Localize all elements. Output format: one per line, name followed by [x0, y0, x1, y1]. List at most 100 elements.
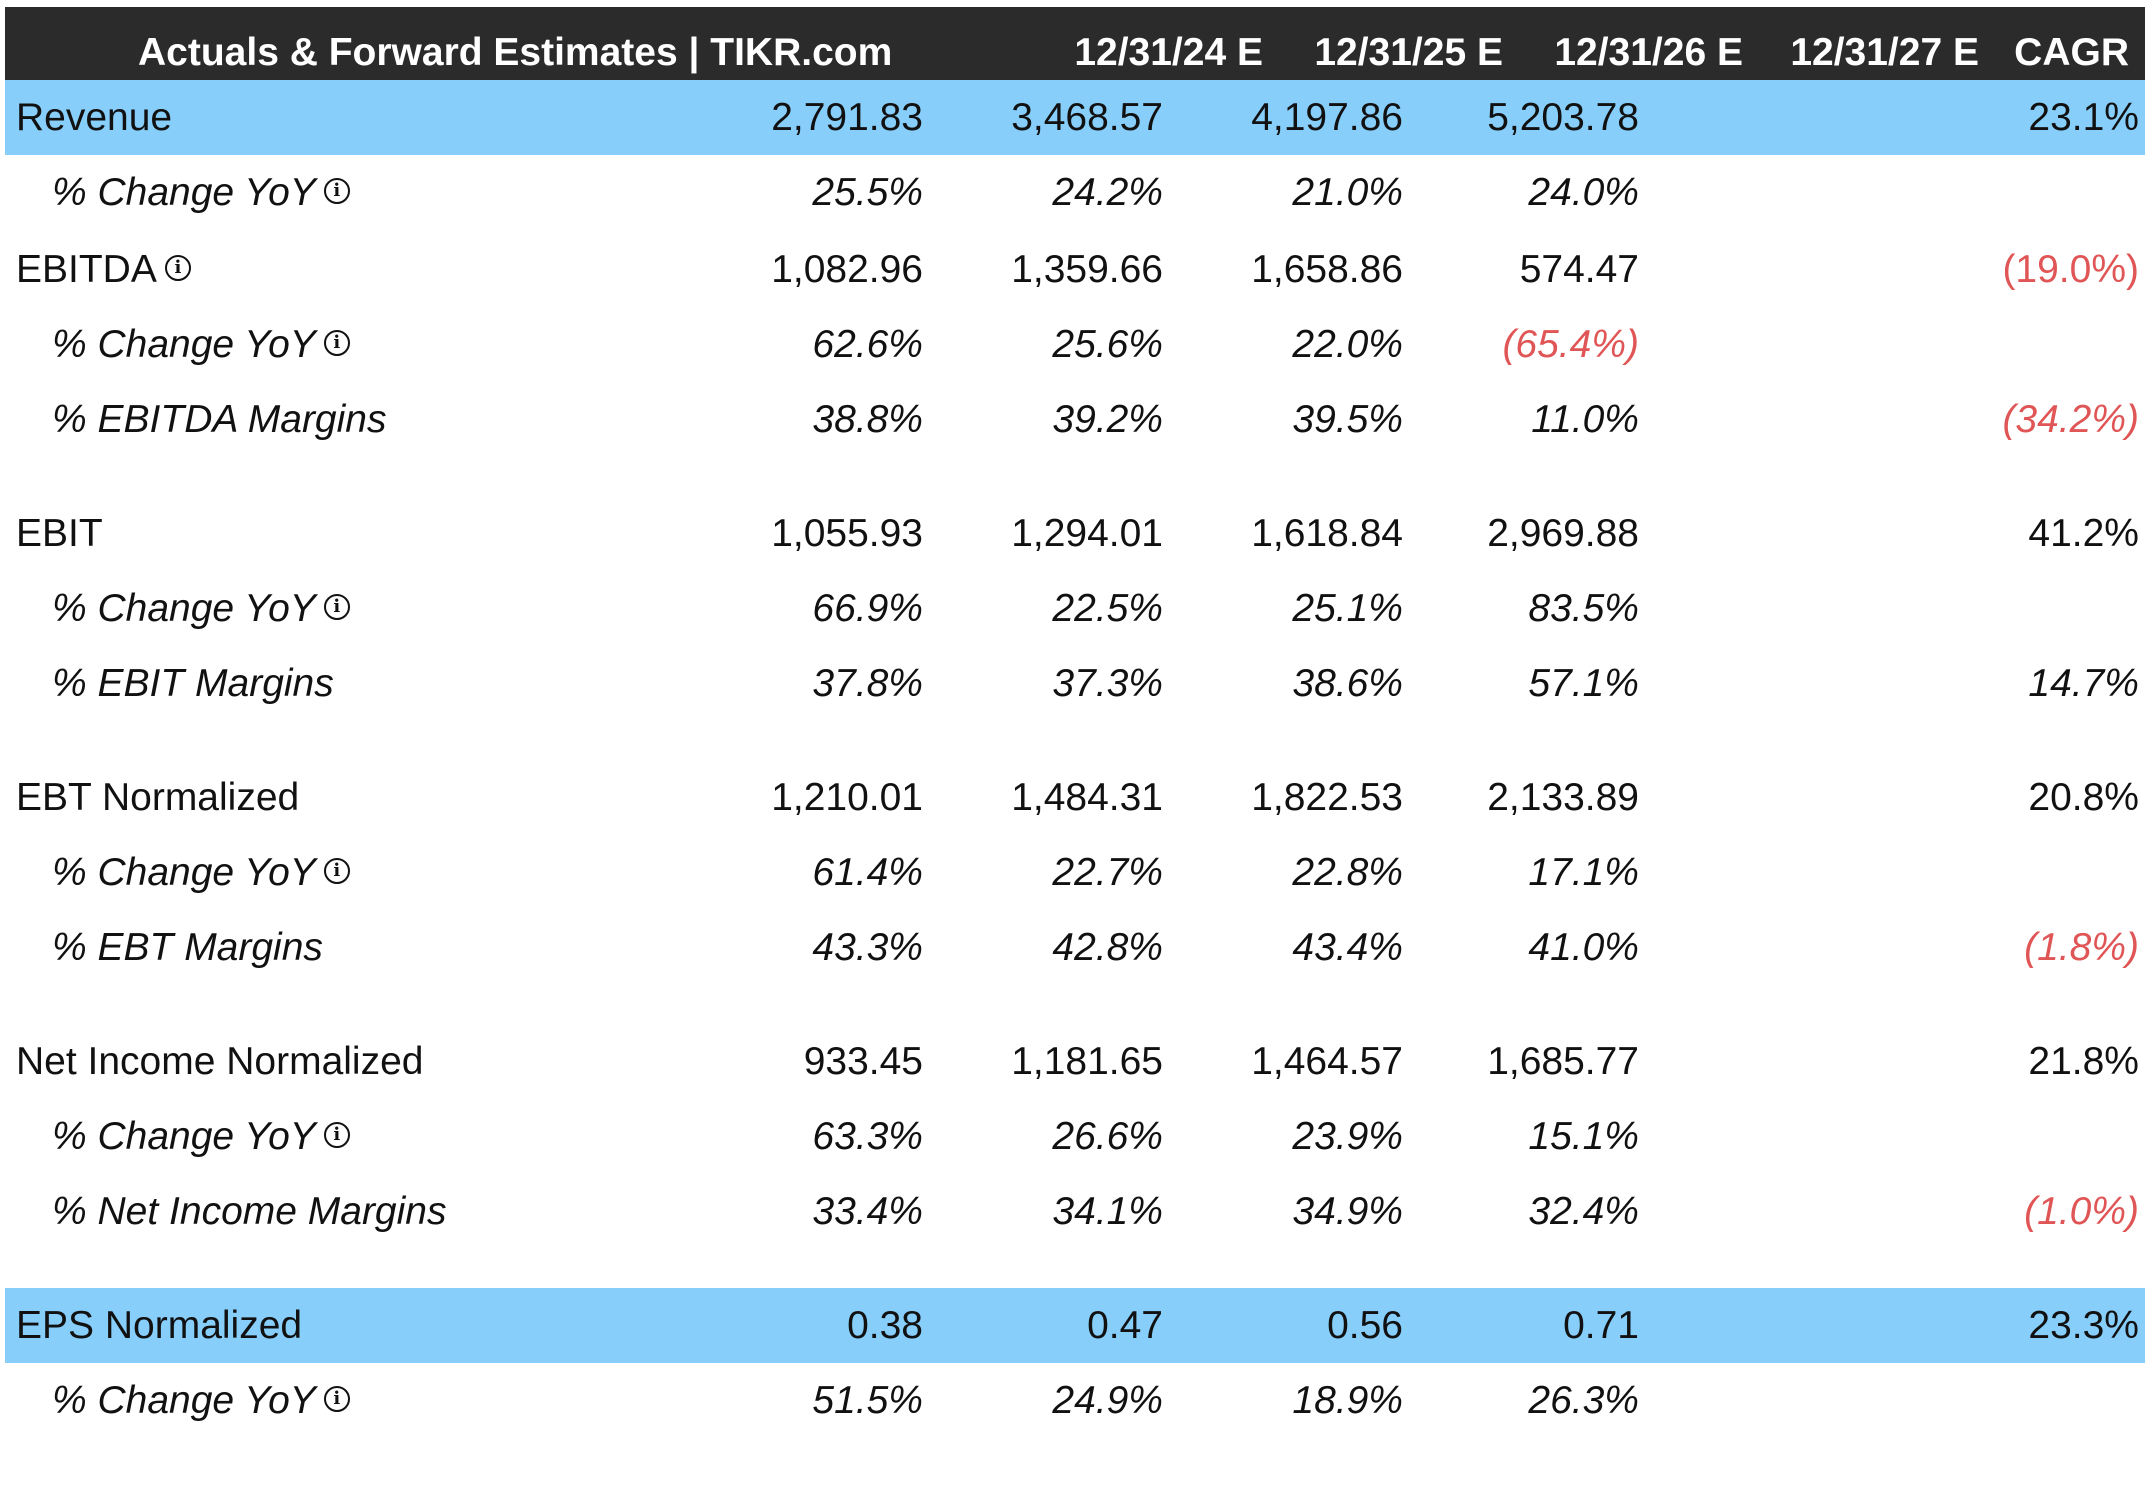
table-row[interactable]: % Net Income Margins 33.4% 34.1% 34.9% 32.4%… [5, 1174, 2145, 1249]
row-label: % Change YoY i [52, 1379, 350, 1423]
value-cell: 37.3% [1052, 661, 1163, 705]
value-cell: 11.0% [1531, 397, 1639, 441]
value-cell: 574.47 [1519, 247, 1639, 291]
table-title: Actuals & Forward Estimates | TIKR.com [138, 31, 893, 74]
info-circle-icon[interactable]: i [164, 255, 191, 282]
value-cell: 24.0% [1528, 170, 1639, 214]
cagr-cell: (19.0%) [2002, 247, 2139, 291]
value-cell: 23.9% [1292, 1114, 1403, 1158]
row-label: EBITDA i [16, 248, 191, 292]
column-header-2026[interactable]: 12/31/26 E [1554, 31, 1743, 74]
column-header-cagr[interactable]: CAGR [2014, 31, 2129, 74]
value-cell: 2,791.83 [771, 95, 923, 139]
row-label: Revenue [16, 96, 172, 140]
column-header-2024[interactable]: 12/31/24 E [1074, 31, 1263, 74]
row-label: % Net Income Margins [52, 1190, 446, 1234]
row-label: % Change YoY i [52, 587, 350, 631]
row-label-text: % Change YoY [52, 586, 316, 630]
value-cell: 18.9% [1292, 1378, 1403, 1422]
value-cell: 1,464.57 [1251, 1039, 1403, 1083]
info-circle-icon[interactable]: i [323, 594, 350, 621]
value-cell: 39.5% [1292, 397, 1403, 441]
value-cell: 22.5% [1052, 586, 1163, 630]
info-circle-icon[interactable]: i [323, 1386, 350, 1413]
cagr-cell: 21.8% [2028, 1039, 2139, 1083]
row-label-text: EBITDA [16, 247, 157, 291]
value-cell: 38.6% [1292, 661, 1403, 705]
column-header-2025[interactable]: 12/31/25 E [1314, 31, 1503, 74]
value-cell: 34.1% [1052, 1189, 1163, 1233]
table-row[interactable]: EPS Normalized 0.38 0.47 0.56 0.71 23.3% [5, 1288, 2145, 1363]
table-row[interactable]: Net Income Normalized 933.45 1,181.65 1,464… [5, 1024, 2145, 1099]
value-cell: 0.71 [1563, 1303, 1639, 1347]
value-cell: 26.6% [1052, 1114, 1163, 1158]
value-cell: 24.9% [1052, 1378, 1163, 1422]
table-row[interactable]: % EBITDA Margins 38.8% 39.2% 39.5% 11.0% (34.… [5, 382, 2145, 457]
row-label-text: EBT Normalized [16, 775, 300, 819]
info-circle-icon[interactable]: i [323, 1122, 350, 1149]
table-row[interactable]: EBT Normalized 1,210.01 1,484.31 1,822.53 2,… [5, 760, 2145, 835]
value-cell: 17.1% [1528, 850, 1639, 894]
info-circle-icon[interactable]: i [323, 178, 350, 205]
value-cell: 32.4% [1528, 1189, 1639, 1233]
row-label: % EBITDA Margins [52, 398, 386, 442]
column-header-2027[interactable]: 12/31/27 E [1790, 31, 1979, 74]
value-cell: 38.8% [812, 397, 923, 441]
value-cell: 34.9% [1292, 1189, 1403, 1233]
value-cell: 83.5% [1528, 586, 1639, 630]
row-label-text: EPS Normalized [16, 1303, 303, 1347]
row-label: EPS Normalized [16, 1304, 302, 1348]
value-cell: 1,658.86 [1251, 247, 1403, 291]
table-row[interactable]: Revenue 2,791.83 3,468.57 4,197.86 5,203.78 2… [5, 80, 2145, 155]
row-label-text: % Change YoY [52, 322, 316, 366]
value-cell: 41.0% [1528, 925, 1639, 969]
value-cell: 933.45 [803, 1039, 923, 1083]
row-label: % Change YoY i [52, 323, 350, 367]
table-row[interactable]: % Change YoY i 66.9% 22.5% 25.1% 83.5% [5, 571, 2145, 646]
value-cell: 1,181.65 [1011, 1039, 1163, 1083]
table-row[interactable]: EBIT 1,055.93 1,294.01 1,618.84 2,969.88 41.2… [5, 496, 2145, 571]
value-cell: 5,203.78 [1487, 95, 1639, 139]
table-row[interactable]: % Change YoY i 61.4% 22.7% 22.8% 17.1% [5, 835, 2145, 910]
value-cell: 63.3% [812, 1114, 923, 1158]
value-cell: 4,197.86 [1251, 95, 1403, 139]
value-cell: 42.8% [1052, 925, 1163, 969]
row-label: Net Income Normalized [16, 1040, 423, 1084]
value-cell: 57.1% [1528, 661, 1639, 705]
cagr-cell: (1.8%) [2024, 925, 2139, 969]
table-row[interactable]: % Change YoY i 51.5% 24.9% 18.9% 26.3% [5, 1363, 2145, 1438]
value-cell: 1,484.31 [1011, 775, 1163, 819]
row-label-text: % Change YoY [52, 1114, 316, 1158]
value-cell: 3,468.57 [1011, 95, 1163, 139]
value-cell: 1,210.01 [771, 775, 923, 819]
info-circle-icon[interactable]: i [323, 330, 350, 357]
row-label-text: % Change YoY [52, 850, 316, 894]
value-cell: 15.1% [1528, 1114, 1639, 1158]
estimates-table: Actuals & Forward Estimates | TIKR.com 1… [5, 7, 2145, 1488]
row-label-text: % EBT Margins [52, 925, 323, 969]
value-cell: 66.9% [812, 586, 923, 630]
table-row[interactable]: % EBT Margins 43.3% 42.8% 43.4% 41.0% (1.8%) [5, 910, 2145, 985]
value-cell: 37.8% [812, 661, 923, 705]
row-label: % Change YoY i [52, 851, 350, 895]
info-circle-icon[interactable]: i [323, 858, 350, 885]
row-label: % Change YoY i [52, 171, 350, 215]
table-row[interactable]: % EBIT Margins 37.8% 37.3% 38.6% 57.1% 14.7% [5, 646, 2145, 721]
table-row[interactable]: EBITDA i 1,082.96 1,359.66 1,658.86 574.47 (19… [5, 232, 2145, 307]
value-cell: 0.47 [1087, 1303, 1163, 1347]
table-row[interactable]: % Change YoY i 62.6% 25.6% 22.0% (65.4%) [5, 307, 2145, 382]
value-cell: 22.0% [1292, 322, 1403, 366]
value-cell: 1,685.77 [1487, 1039, 1639, 1083]
table-row[interactable]: % Change YoY i 63.3% 26.6% 23.9% 15.1% [5, 1099, 2145, 1174]
row-label-text: % Net Income Margins [52, 1189, 447, 1233]
cagr-cell: 23.1% [2028, 95, 2139, 139]
value-cell: (65.4%) [1502, 322, 1639, 366]
value-cell: 43.3% [812, 925, 923, 969]
value-cell: 0.38 [847, 1303, 923, 1347]
value-cell: 2,969.88 [1487, 511, 1639, 555]
cagr-cell: (1.0%) [2024, 1189, 2139, 1233]
row-label: EBT Normalized [16, 776, 299, 820]
table-row[interactable]: % Change YoY i 25.5% 24.2% 21.0% 24.0% [5, 155, 2145, 230]
value-cell: 51.5% [812, 1378, 923, 1422]
cagr-cell: 23.3% [2028, 1303, 2139, 1347]
